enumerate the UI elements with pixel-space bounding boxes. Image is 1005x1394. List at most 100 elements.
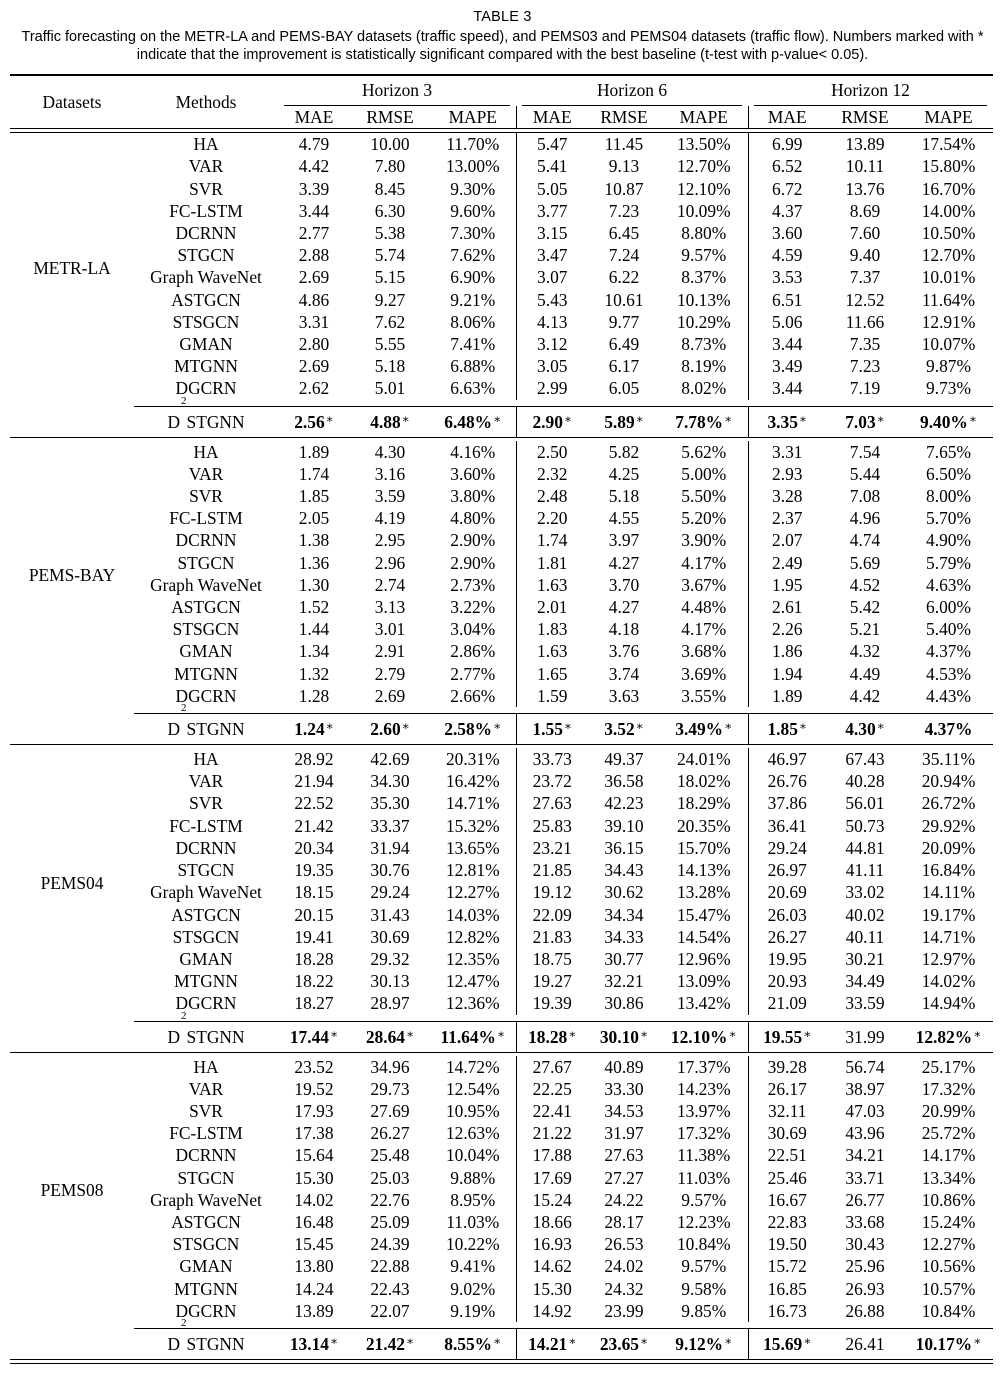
cell-h3-rmse: 3.16: [374, 463, 406, 484]
cell-h6-mape: 8.37%: [660, 266, 749, 289]
cell-h12-mae: 3.60: [772, 223, 803, 244]
cell-h3-rmse: 22.43: [370, 1278, 410, 1299]
cell-h3-rmse: 26.27: [370, 1123, 410, 1144]
header-row-metrics: MAE RMSE MAPE MAE RMSE MAPE MAE RMSE MAP…: [10, 106, 993, 129]
cell-h6-mae: 22.09: [532, 904, 572, 925]
method-name: STGCN: [177, 552, 235, 573]
cell-h12-mae: 2.37: [772, 508, 803, 529]
cell-h12-mape: 14.11%: [922, 882, 975, 903]
cell-value: 30.10: [599, 1026, 639, 1047]
cell-h12-mape: 14.94%: [921, 993, 976, 1014]
cell-h3-mae: 18.15: [294, 882, 334, 903]
cell-h6-rmse: 40.89: [604, 1056, 644, 1077]
significance-star-icon: ∗: [405, 1026, 415, 1041]
cell-h6-mae: 4.13: [537, 311, 568, 332]
cell-h3-mape: 3.60%: [430, 462, 517, 486]
cell-h3-mae: 15.30: [294, 1167, 334, 1188]
dataset-label: PEMS-BAY: [28, 565, 116, 586]
method-name: MTGNN: [174, 356, 238, 377]
cell-h6-mape: 13.97%: [660, 1099, 749, 1123]
significance-star-icon: ∗: [563, 719, 573, 734]
significance-star-icon: ∗: [401, 411, 410, 426]
cell-h6-mape: 9.57%: [660, 244, 749, 267]
cell-h12-rmse: 40.02: [845, 904, 885, 925]
cell-h12-rmse: 40.11: [845, 926, 885, 947]
cell-h12-mae: 16.67: [767, 1189, 807, 1210]
cell-h12-rmse: 33.68: [845, 1211, 885, 1232]
header-rmse: RMSE: [600, 107, 648, 127]
cell-h6-mape: 13.09%: [660, 970, 749, 993]
cell-h12-mae: 26.03: [767, 904, 807, 925]
cell-h3-mape: 14.71%: [430, 792, 517, 815]
cell-value: 4.37%: [924, 719, 973, 740]
cell-h3-mae: 1.89: [298, 441, 330, 462]
cell-h3-mape: 20.31%: [430, 748, 517, 771]
cell-value: 26.41: [845, 1333, 885, 1354]
cell-value: 12.10%: [670, 1026, 728, 1047]
cell-value: 7.03: [845, 411, 876, 432]
cell-ours-h12-rmse: 26.41: [826, 1328, 904, 1359]
cell-h12-mae: 25.46: [767, 1167, 807, 1188]
cell-h12-mape: 20.09%: [921, 837, 976, 858]
cell-h12-rmse: 7.08: [849, 486, 881, 507]
method-name: Graph WaveNet: [150, 882, 262, 903]
ours-separator: [10, 399, 993, 407]
cell-h6-mae: 19.27: [532, 971, 572, 992]
method-name: Graph WaveNet: [150, 267, 262, 288]
cell-ours-h3-mape: 6.48%∗: [430, 406, 517, 438]
cell-value: 1.85: [767, 719, 798, 740]
cell-h6-mae: 23.72: [532, 771, 572, 792]
cell-h6-mae: 2.20: [537, 508, 568, 529]
cell-h6-mae: 3.12: [537, 334, 568, 355]
cell-ours-h6-rmse: 30.10∗: [588, 1021, 660, 1052]
table-row: MTGNN 14.24 22.43 9.02% 15.30 24.32 9.58% 16.85…: [10, 1277, 993, 1300]
cell-h3-mape: 7.30%: [430, 222, 517, 245]
cell-h12-mae: 3.28: [772, 486, 803, 507]
method-prefix: D: [167, 1026, 181, 1047]
cell-h3-mae: 17.93: [294, 1100, 334, 1121]
cell-h12-mae: 26.17: [767, 1078, 807, 1099]
cell-h12-mae: 2.93: [772, 463, 803, 484]
method-name: MTGNN: [174, 1278, 238, 1299]
cell-h6-mape: 14.54%: [660, 925, 749, 948]
significance-star-icon: ∗: [639, 1333, 649, 1348]
cell-h6-mae: 14.92: [532, 1300, 572, 1321]
cell-h3-mape: 2.86%: [430, 640, 517, 663]
cell-h6-mae: 3.77: [537, 200, 568, 221]
cell-ours-h12-mae: 1.85∗: [748, 714, 826, 745]
cell-h3-rmse: 29.32: [370, 948, 410, 969]
cell-h12-mae: 16.73: [767, 1300, 807, 1321]
cell-h3-mae: 4.86: [298, 289, 330, 310]
significance-star-icon: ∗: [493, 1333, 502, 1348]
method-name: DCRNN: [175, 530, 237, 551]
method-name: VAR: [188, 1078, 224, 1099]
cell-h6-rmse: 27.63: [604, 1145, 644, 1166]
cell-h6-rmse: 34.34: [604, 904, 644, 925]
cell-h12-rmse: 13.89: [845, 134, 885, 155]
cell-ours-h6-rmse: 3.52∗: [588, 714, 660, 745]
cell-h12-rmse: 30.43: [845, 1234, 885, 1255]
cell-h12-mape: 6.50%: [926, 463, 971, 484]
cell-h3-rmse: 25.09: [370, 1211, 410, 1232]
cell-h12-mae: 29.24: [767, 837, 807, 858]
cell-h3-mape: 12.81%: [430, 859, 517, 882]
cell-h6-mape: 3.69%: [660, 662, 749, 685]
cell-h12-mape: 5.70%: [926, 508, 971, 529]
method-name: MTGNN: [174, 971, 238, 992]
cell-h3-mape: 8.95%: [430, 1188, 517, 1211]
cell-h12-mape: 29.92%: [921, 815, 976, 836]
cell-h12-mape: 10.57%: [921, 1278, 976, 1299]
cell-ours-h12-rmse: 4.30∗: [826, 714, 904, 745]
cell-h6-mape: 5.62%: [660, 440, 749, 463]
method-name: ASTGCN: [171, 1211, 241, 1232]
cell-ours-h12-mape: 12.82%∗: [904, 1021, 993, 1052]
cell-h3-rmse: 8.45: [374, 178, 406, 199]
cell-h3-mape: 13.00%: [430, 155, 517, 178]
cell-h6-mae: 17.88: [532, 1145, 572, 1166]
cell-h3-mae: 4.42: [298, 156, 330, 177]
method-name: STSGCN: [172, 311, 240, 332]
cell-h12-mae: 22.83: [767, 1211, 807, 1232]
cell-h3-rmse: 4.30: [374, 441, 406, 462]
ours-separator: [10, 707, 993, 715]
cell-h3-rmse: 2.69: [374, 685, 406, 706]
